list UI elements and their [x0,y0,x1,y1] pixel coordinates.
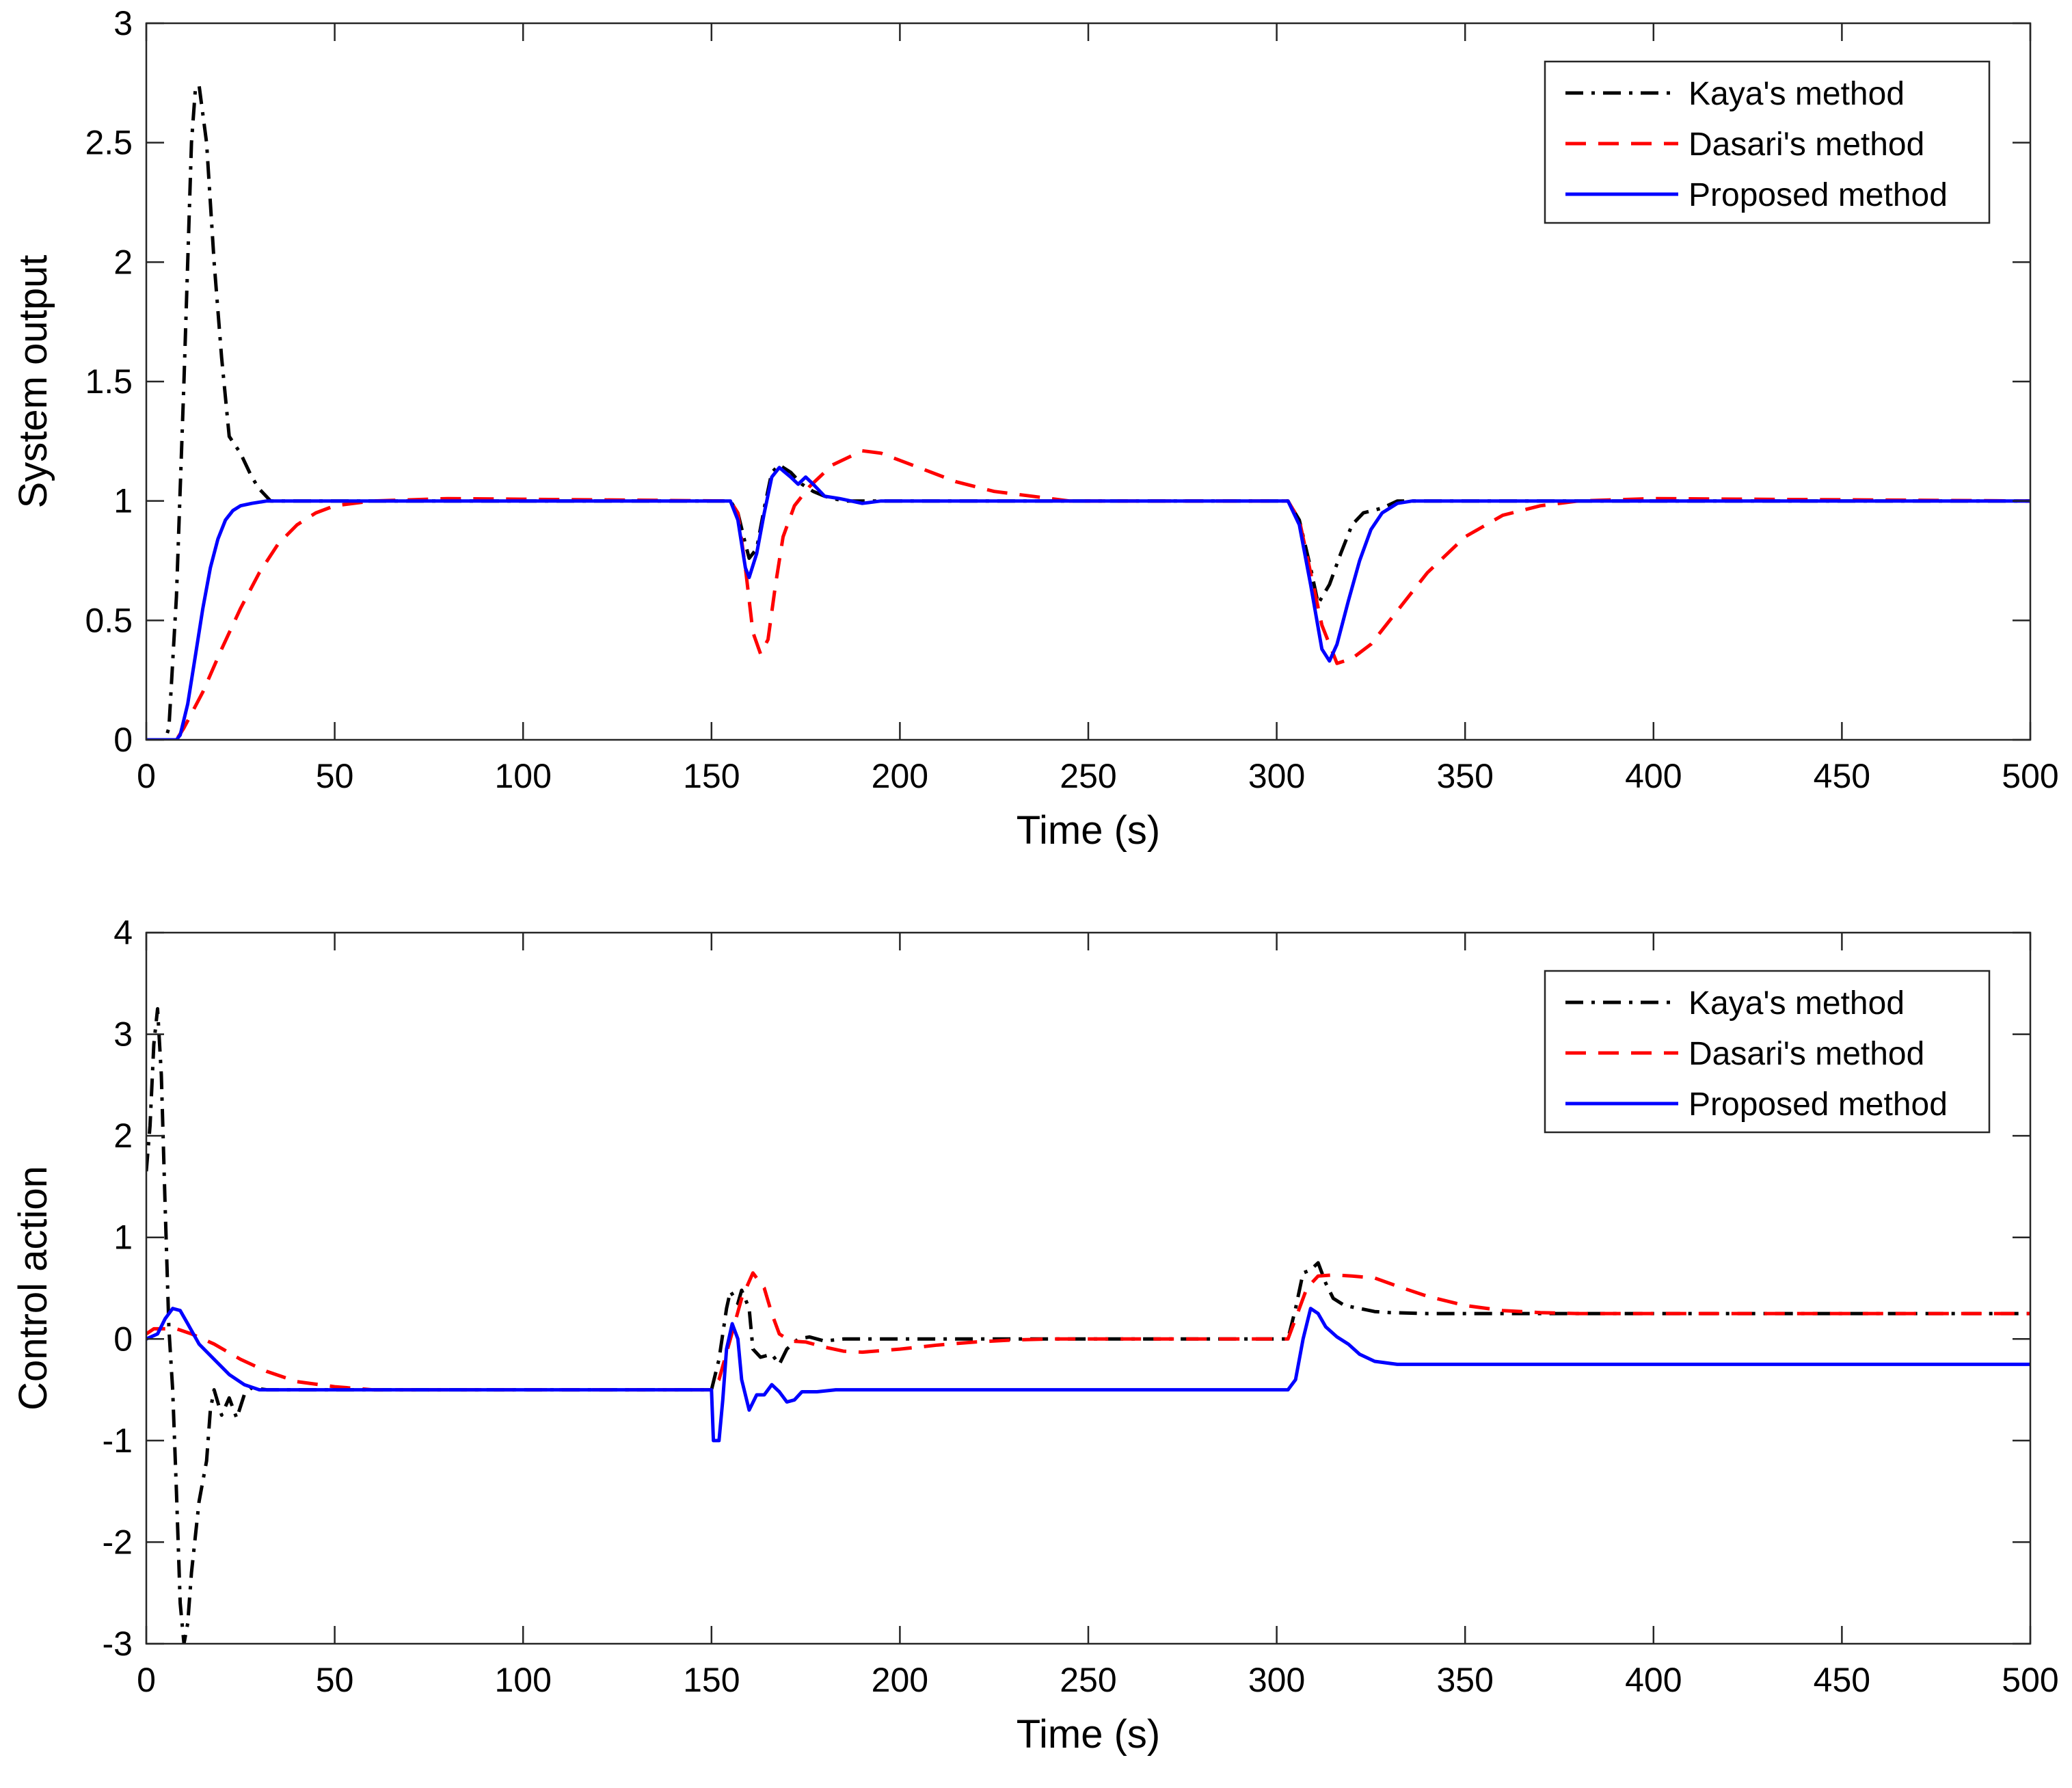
plot1-legend-label-1: Dasari's method [1688,1036,1924,1072]
plot1-y-tick-label-6: 3 [113,1015,133,1054]
plot1-y-tick-label-3: 0 [113,1320,133,1358]
plot1-x-tick-label-1: 50 [316,1661,354,1699]
control-action-plot: 0 50 100 150 200 250 300 350 400 450 500 -3 -2 -1 0 1 2 3… [11,913,2059,1757]
plot1-x-tick-label-6: 300 [1248,1661,1305,1699]
plot0-x-tick-label-8: 400 [1625,757,1682,795]
plot1-x-tick-label-3: 150 [683,1661,740,1699]
plot1-x-axis-label: Time (s) [1017,1712,1160,1757]
plot0-x-tick-label-5: 250 [1060,757,1116,795]
plot1-series-line-0 [146,1006,2030,1644]
plot1-series-line-1 [146,1271,2030,1392]
plot0-y-tick-label-2: 1 [113,482,133,520]
plot0-x-tick-label-0: 0 [137,757,156,795]
plot1-y-tick-label-0: -3 [103,1625,133,1663]
plot1-legend-label-0: Kaya's method [1688,985,1905,1022]
plot0-y-tick-label-1: 0.5 [85,601,133,639]
plot0-x-tick-label-6: 300 [1248,757,1305,795]
plot1-series-line-2 [146,1307,2030,1443]
plot1-x-tick-label-4: 200 [872,1661,928,1699]
plot1-y-tick-label-7: 4 [113,913,133,952]
plot1-legend-box [1544,970,1991,1134]
plot1-y-tick-label-2: -1 [103,1422,133,1460]
plot0-legend-label-2: Proposed method [1688,177,1948,213]
plot0-x-axis-label: Time (s) [1017,808,1160,853]
plot1-x-tick-label-0: 0 [137,1661,156,1699]
plot1-legend-label-2: Proposed method [1688,1086,1948,1123]
plot0-x-tick-label-7: 350 [1436,757,1493,795]
plot1-y-tick-label-4: 1 [113,1218,133,1257]
system-output-plot: 0 50 100 150 200 250 300 350 400 450 500 0 0.5 1 1.5 2 2… [11,4,2059,853]
plot0-x-tick-label-2: 100 [494,757,551,795]
plot1-x-tick-label-2: 100 [494,1661,551,1699]
plot1-x-tick-label-8: 400 [1625,1661,1682,1699]
plot1-y-tick-label-5: 2 [113,1117,133,1155]
plot0-y-tick-label-3: 1.5 [85,362,133,401]
plot1-x-tick-label-10: 500 [2002,1661,2058,1699]
plot1-y-tick-label-1: -2 [103,1523,133,1561]
plot0-x-tick-label-10: 500 [2002,757,2058,795]
plot0-y-tick-label-6: 3 [113,4,133,42]
plot0-legend-box [1544,60,1991,224]
plot1-x-tick-label-7: 350 [1436,1661,1493,1699]
plot0-legend-label-1: Dasari's method [1688,126,1924,163]
plot0-y-tick-label-5: 2.5 [85,124,133,162]
plot1-x-tick-label-9: 450 [1814,1661,1870,1699]
plot0-series-line-0 [146,83,2030,740]
plot0-y-axis-label: System output [11,255,55,509]
plot1-y-axis-label: Control action [11,1166,55,1411]
plot0-y-tick-label-4: 2 [113,243,133,281]
plot0-legend-label-0: Kaya's method [1688,76,1905,112]
plot0-series-line-2 [146,466,2030,740]
plot0-x-tick-label-4: 200 [872,757,928,795]
plot0-x-tick-label-9: 450 [1814,757,1870,795]
plot0-y-tick-label-0: 0 [113,721,133,759]
plot1-x-tick-label-5: 250 [1060,1661,1116,1699]
plot0-series-line-1 [146,449,2030,740]
plot0-x-tick-label-1: 50 [316,757,354,795]
plot0-x-tick-label-3: 150 [683,757,740,795]
